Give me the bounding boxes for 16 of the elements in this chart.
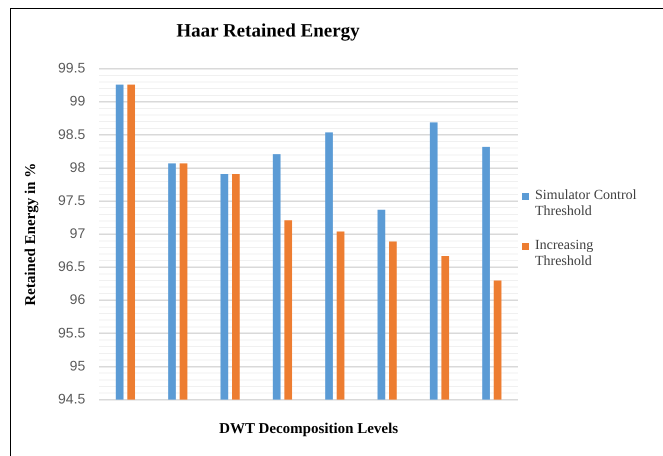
legend-label: Simulator Control Threshold	[535, 188, 638, 220]
chart-title: Haar Retained Energy	[176, 20, 360, 42]
y-tick-label: 98	[70, 158, 86, 175]
y-tick-label: 98.5	[58, 126, 86, 142]
x-axis-title: DWT Decomposition Levels	[219, 420, 398, 437]
y-tick-label: 95.5	[58, 324, 86, 340]
legend-label: Increasing Threshold	[535, 238, 594, 270]
y-tick-label: 97.5	[58, 192, 86, 208]
y-tick-label: 95	[70, 357, 86, 374]
y-tick-label: 99.5	[58, 60, 86, 76]
y-tick-label: 97	[70, 225, 86, 242]
y-tick-label: 94.5	[58, 390, 86, 406]
y-tick-label: 99	[70, 92, 86, 109]
y-axis-title: Retained Energy in %	[22, 162, 39, 306]
y-tick-label: 96	[70, 291, 86, 308]
y-tick-label: 96.5	[58, 258, 86, 274]
